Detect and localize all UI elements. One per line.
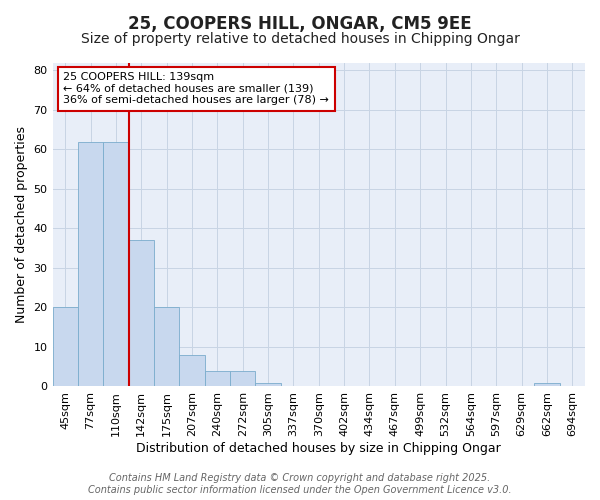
Bar [128,240,154,386]
Text: Size of property relative to detached houses in Chipping Ongar: Size of property relative to detached ho… [80,32,520,46]
Y-axis label: Number of detached properties: Number of detached properties [15,126,28,323]
Bar [205,370,230,386]
Bar [230,370,256,386]
X-axis label: Distribution of detached houses by size in Chipping Ongar: Distribution of detached houses by size … [136,442,501,455]
Text: Contains HM Land Registry data © Crown copyright and database right 2025.
Contai: Contains HM Land Registry data © Crown c… [88,474,512,495]
Bar [53,308,78,386]
Bar [103,142,128,386]
Bar [78,142,103,386]
Text: 25 COOPERS HILL: 139sqm
← 64% of detached houses are smaller (139)
36% of semi-d: 25 COOPERS HILL: 139sqm ← 64% of detache… [63,72,329,106]
Bar [256,382,281,386]
Bar [534,382,560,386]
Text: 25, COOPERS HILL, ONGAR, CM5 9EE: 25, COOPERS HILL, ONGAR, CM5 9EE [128,15,472,33]
Bar [154,308,179,386]
Bar [179,355,205,386]
